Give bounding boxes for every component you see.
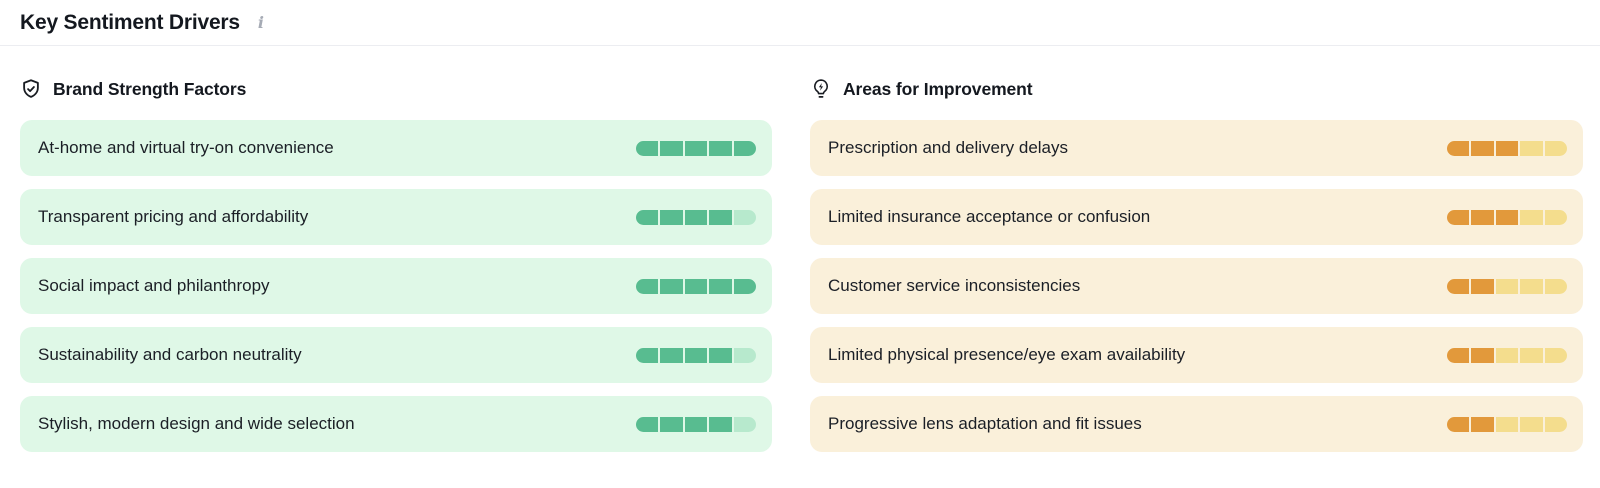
list-item: Prescription and delivery delays [810,120,1583,176]
score-segment-empty [1495,416,1519,432]
score-segment-empty [1544,416,1567,432]
item-label: Prescription and delivery delays [828,138,1069,157]
score-segment-empty [1520,278,1543,294]
score-segment-empty [733,347,756,363]
item-label: Social impact and philanthropy [38,276,270,295]
score-segment-filled [709,278,732,294]
column-brand-strengths: Brand Strength Factors At-home and virtu… [20,76,772,452]
item-label: Progressive lens adaptation and fit issu… [828,414,1142,433]
strengths-list: At-home and virtual try-on convenience Tr… [20,120,772,452]
score-segment-filled [636,140,659,156]
score-segment-empty [1544,209,1567,225]
score-segment-filled [1471,416,1494,432]
list-item: Progressive lens adaptation and fit issu… [810,396,1583,452]
list-item: Limited physical presence/eye exam avail… [810,327,1583,383]
score-segment-empty [1520,347,1543,363]
score-segment-filled [684,209,708,225]
score-segment-filled [660,278,683,294]
item-label: Stylish, modern design and wide selectio… [38,414,355,433]
score-segment-filled [1447,347,1470,363]
list-item: Social impact and philanthropy [20,258,772,314]
item-label: Transparent pricing and affordability [38,207,309,226]
score-segment-filled [660,209,683,225]
score-bar [636,416,756,432]
score-segment-filled [709,140,732,156]
score-segment-empty [1520,209,1543,225]
column-improvements: Areas for Improvement Prescription and d… [810,76,1583,452]
score-segment-filled [636,209,659,225]
score-segment-filled [1471,209,1494,225]
score-segment-filled [1471,278,1494,294]
list-item: Transparent pricing and affordability [20,189,772,245]
score-segment-filled [733,278,756,294]
score-segment-empty [1544,140,1567,156]
score-bar [636,209,756,225]
score-segment-filled [684,278,708,294]
item-label: Customer service inconsistencies [828,276,1081,295]
item-label: At-home and virtual try-on convenience [38,138,334,157]
score-segment-filled [684,347,708,363]
score-segment-empty [733,416,756,432]
score-segment-filled [636,278,659,294]
score-segment-filled [684,140,708,156]
item-label: Limited physical presence/eye exam avail… [828,345,1186,364]
score-segment-filled [636,416,659,432]
score-segment-filled [709,209,732,225]
columns-container: Brand Strength Factors At-home and virtu… [0,76,1600,452]
column-header-improvements: Areas for Improvement [810,76,1583,102]
score-segment-empty [1544,278,1567,294]
score-segment-empty [1544,347,1567,363]
score-segment-empty [1520,140,1543,156]
lightbulb-bolt-icon [810,78,832,100]
score-segment-filled [684,416,708,432]
score-segment-empty [1520,416,1543,432]
score-segment-empty [1495,347,1519,363]
score-bar [1447,278,1567,294]
score-segment-filled [1447,278,1470,294]
score-segment-filled [1447,416,1470,432]
info-icon[interactable]: i [257,12,264,32]
list-item: At-home and virtual try-on convenience [20,120,772,176]
column-title: Brand Strength Factors [53,78,247,99]
score-segment-filled [1471,347,1494,363]
list-item: Stylish, modern design and wide selectio… [20,396,772,452]
list-item: Limited insurance acceptance or confusio… [810,189,1583,245]
score-segment-filled [709,416,732,432]
score-segment-filled [1447,140,1470,156]
score-bar [636,278,756,294]
item-label: Limited insurance acceptance or confusio… [828,207,1151,226]
section-header: Key Sentiment Drivers i [0,0,1600,46]
column-header-strengths: Brand Strength Factors [20,76,772,102]
score-segment-empty [733,209,756,225]
column-title: Areas for Improvement [843,78,1033,99]
shield-check-icon [20,78,42,100]
item-label: Sustainability and carbon neutrality [38,345,302,364]
score-segment-filled [1471,140,1494,156]
score-bar [1447,140,1567,156]
score-segment-filled [1447,209,1470,225]
score-segment-filled [709,347,732,363]
improvements-list: Prescription and delivery delays Limited … [810,120,1583,452]
list-item: Customer service inconsistencies [810,258,1583,314]
page-title: Key Sentiment Drivers [20,10,240,34]
score-bar [1447,347,1567,363]
score-bar [1447,209,1567,225]
score-bar [636,347,756,363]
score-bar [636,140,756,156]
score-segment-filled [660,140,683,156]
score-segment-filled [636,347,659,363]
list-item: Sustainability and carbon neutrality [20,327,772,383]
score-segment-filled [1495,209,1519,225]
score-bar [1447,416,1567,432]
score-segment-filled [660,416,683,432]
score-segment-filled [733,140,756,156]
score-segment-filled [660,347,683,363]
score-segment-filled [1495,140,1519,156]
score-segment-empty [1495,278,1519,294]
